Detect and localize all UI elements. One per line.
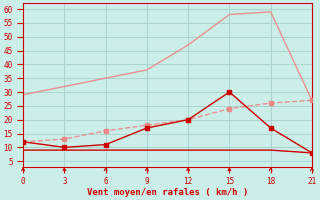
- X-axis label: Vent moyen/en rafales ( km/h ): Vent moyen/en rafales ( km/h ): [87, 188, 248, 197]
